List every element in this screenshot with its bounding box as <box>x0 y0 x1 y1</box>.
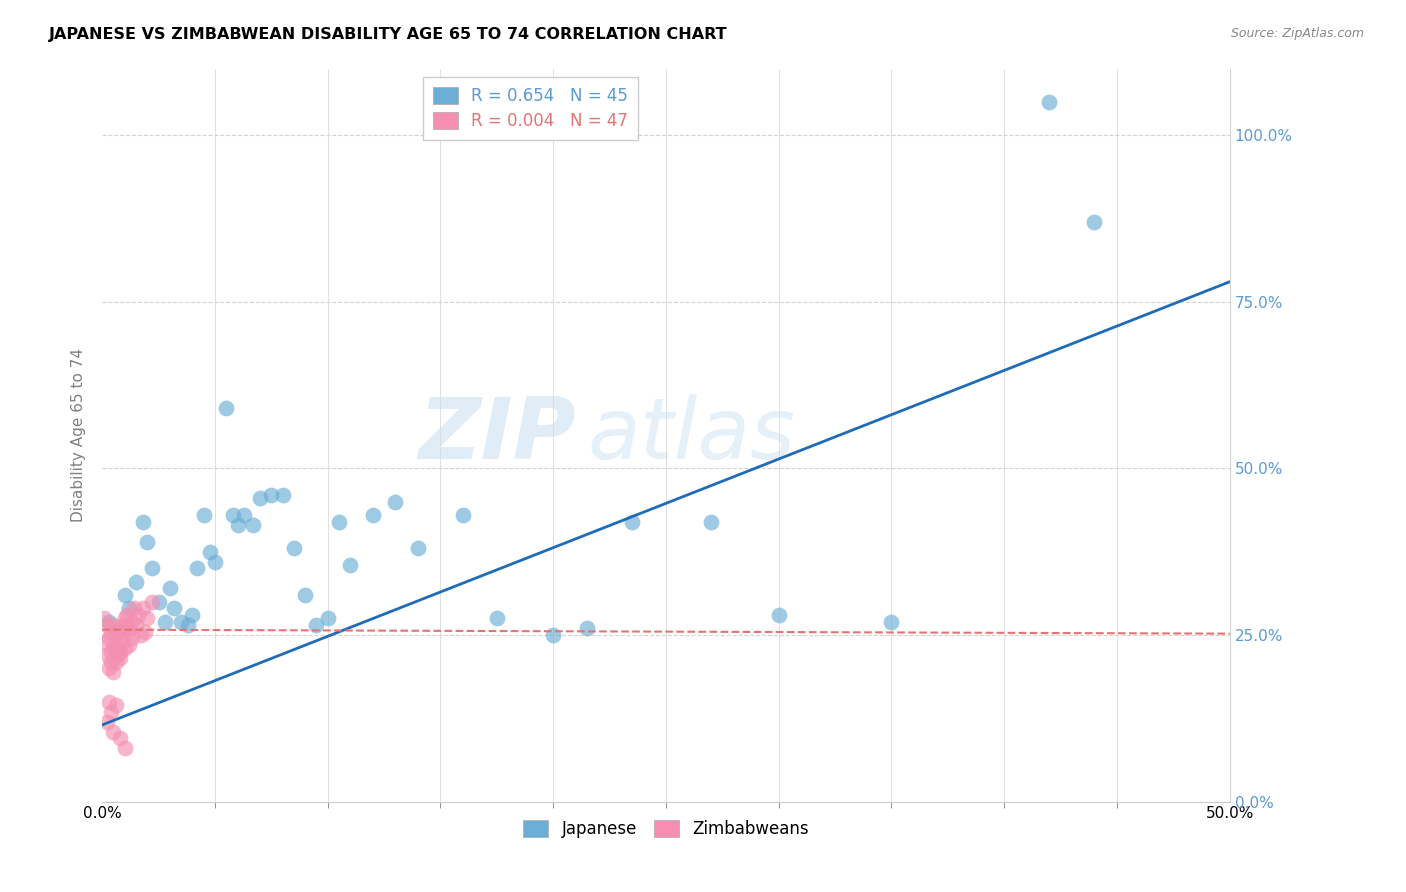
Point <box>233 508 256 522</box>
Point <box>107 641 129 656</box>
Point <box>104 698 127 712</box>
Point <box>132 515 155 529</box>
Point <box>880 615 903 629</box>
Point <box>768 607 790 622</box>
Point <box>93 634 115 648</box>
Point <box>186 561 208 575</box>
Point <box>451 508 474 522</box>
Point <box>110 621 132 635</box>
Point <box>96 714 118 729</box>
Point <box>328 515 350 529</box>
Point <box>114 588 136 602</box>
Point <box>226 518 249 533</box>
Point <box>100 655 122 669</box>
Point <box>132 601 155 615</box>
Text: Source: ZipAtlas.com: Source: ZipAtlas.com <box>1230 27 1364 40</box>
Text: JAPANESE VS ZIMBABWEAN DISABILITY AGE 65 TO 74 CORRELATION CHART: JAPANESE VS ZIMBABWEAN DISABILITY AGE 65… <box>49 27 728 42</box>
Point <box>98 695 121 709</box>
Point <box>100 624 122 639</box>
Point <box>114 741 136 756</box>
Point <box>98 661 121 675</box>
Point <box>485 611 508 625</box>
Point <box>129 628 152 642</box>
Point <box>100 705 122 719</box>
Point <box>181 607 204 622</box>
Point <box>114 641 136 656</box>
Point <box>204 555 226 569</box>
Point <box>110 645 132 659</box>
Point <box>193 508 215 522</box>
Point <box>98 632 121 646</box>
Point <box>260 488 283 502</box>
Point <box>316 611 339 625</box>
Point <box>114 611 136 625</box>
Point <box>163 601 186 615</box>
Point <box>104 638 127 652</box>
Point <box>361 508 384 522</box>
Point <box>118 601 141 615</box>
Point <box>406 541 429 556</box>
Point <box>242 518 264 533</box>
Point <box>700 515 723 529</box>
Point <box>222 508 245 522</box>
Point <box>118 621 141 635</box>
Point <box>155 615 177 629</box>
Point <box>114 621 136 635</box>
Point <box>111 634 134 648</box>
Point <box>104 628 127 642</box>
Point <box>104 655 127 669</box>
Point <box>107 648 129 662</box>
Point <box>141 561 163 575</box>
Point <box>125 574 148 589</box>
Point <box>111 618 134 632</box>
Point <box>136 611 159 625</box>
Point <box>93 611 115 625</box>
Point <box>125 618 148 632</box>
Point <box>1038 95 1060 109</box>
Point <box>541 628 564 642</box>
Point <box>103 618 125 632</box>
Point <box>170 615 193 629</box>
Point <box>107 624 129 639</box>
Point <box>283 541 305 556</box>
Point <box>215 401 238 416</box>
Point <box>96 618 118 632</box>
Point <box>121 615 143 629</box>
Point <box>103 641 125 656</box>
Y-axis label: Disability Age 65 to 74: Disability Age 65 to 74 <box>72 348 86 522</box>
Point <box>141 594 163 608</box>
Point <box>103 724 125 739</box>
Point <box>134 624 156 639</box>
Point <box>136 534 159 549</box>
Point <box>96 648 118 662</box>
Point <box>110 651 132 665</box>
Point <box>271 488 294 502</box>
Point <box>127 607 149 622</box>
Point <box>148 594 170 608</box>
Point <box>294 588 316 602</box>
Point <box>621 515 644 529</box>
Point <box>384 494 406 508</box>
Text: ZIP: ZIP <box>418 393 576 476</box>
Legend: Japanese, Zimbabweans: Japanese, Zimbabweans <box>516 813 815 845</box>
Point <box>103 665 125 679</box>
Point <box>576 621 599 635</box>
Point <box>115 607 138 622</box>
Point <box>118 638 141 652</box>
Point <box>100 645 122 659</box>
Point <box>121 632 143 646</box>
Point <box>159 582 181 596</box>
Point <box>110 731 132 746</box>
Point <box>305 618 328 632</box>
Point <box>1083 215 1105 229</box>
Point <box>115 624 138 639</box>
Point <box>98 615 121 629</box>
Point <box>122 601 145 615</box>
Point <box>177 618 200 632</box>
Text: atlas: atlas <box>588 393 794 476</box>
Point <box>249 491 271 506</box>
Point <box>200 544 222 558</box>
Point <box>339 558 361 572</box>
